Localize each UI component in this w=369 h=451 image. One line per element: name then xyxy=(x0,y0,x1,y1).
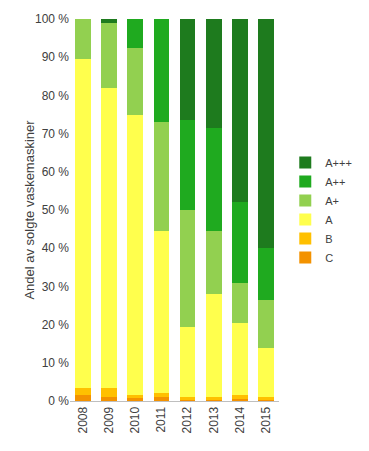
svg-text:40 %: 40 % xyxy=(42,241,70,255)
svg-text:A+: A+ xyxy=(325,195,339,207)
svg-text:2015: 2015 xyxy=(259,406,273,433)
svg-text:80 %: 80 % xyxy=(42,89,70,103)
svg-text:30 %: 30 % xyxy=(42,280,70,294)
svg-text:10 %: 10 % xyxy=(42,356,70,370)
svg-text:2009: 2009 xyxy=(102,406,116,433)
svg-text:20 %: 20 % xyxy=(42,318,70,332)
svg-text:90 %: 90 % xyxy=(42,50,70,64)
svg-text:A: A xyxy=(325,214,333,226)
svg-text:50 %: 50 % xyxy=(42,203,70,217)
svg-text:A+++: A+++ xyxy=(325,157,352,169)
svg-text:60 %: 60 % xyxy=(42,165,70,179)
svg-text:2014: 2014 xyxy=(233,406,247,433)
svg-text:2011: 2011 xyxy=(154,406,168,432)
svg-text:A++: A++ xyxy=(325,176,345,188)
svg-text:0 %: 0 % xyxy=(48,394,69,408)
svg-text:B: B xyxy=(325,233,332,245)
svg-text:2013: 2013 xyxy=(207,406,221,433)
svg-text:2010: 2010 xyxy=(128,406,142,433)
svg-text:Andel av solgte vaskemaskiner: Andel av solgte vaskemaskiner xyxy=(22,120,37,300)
svg-text:100 %: 100 % xyxy=(35,12,69,26)
svg-text:70 %: 70 % xyxy=(42,127,70,141)
svg-text:2008: 2008 xyxy=(76,406,90,433)
svg-text:2012: 2012 xyxy=(180,406,194,433)
svg-text:C: C xyxy=(325,252,333,264)
